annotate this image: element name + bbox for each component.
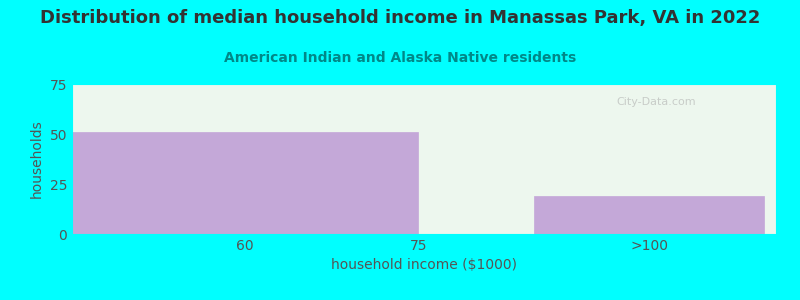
Text: Distribution of median household income in Manassas Park, VA in 2022: Distribution of median household income … [40,9,760,27]
Text: American Indian and Alaska Native residents: American Indian and Alaska Native reside… [224,51,576,65]
Bar [534,196,765,234]
Bar [72,132,418,234]
Y-axis label: households: households [30,120,44,198]
X-axis label: household income ($1000): household income ($1000) [331,258,517,272]
Text: City-Data.com: City-Data.com [617,97,696,107]
